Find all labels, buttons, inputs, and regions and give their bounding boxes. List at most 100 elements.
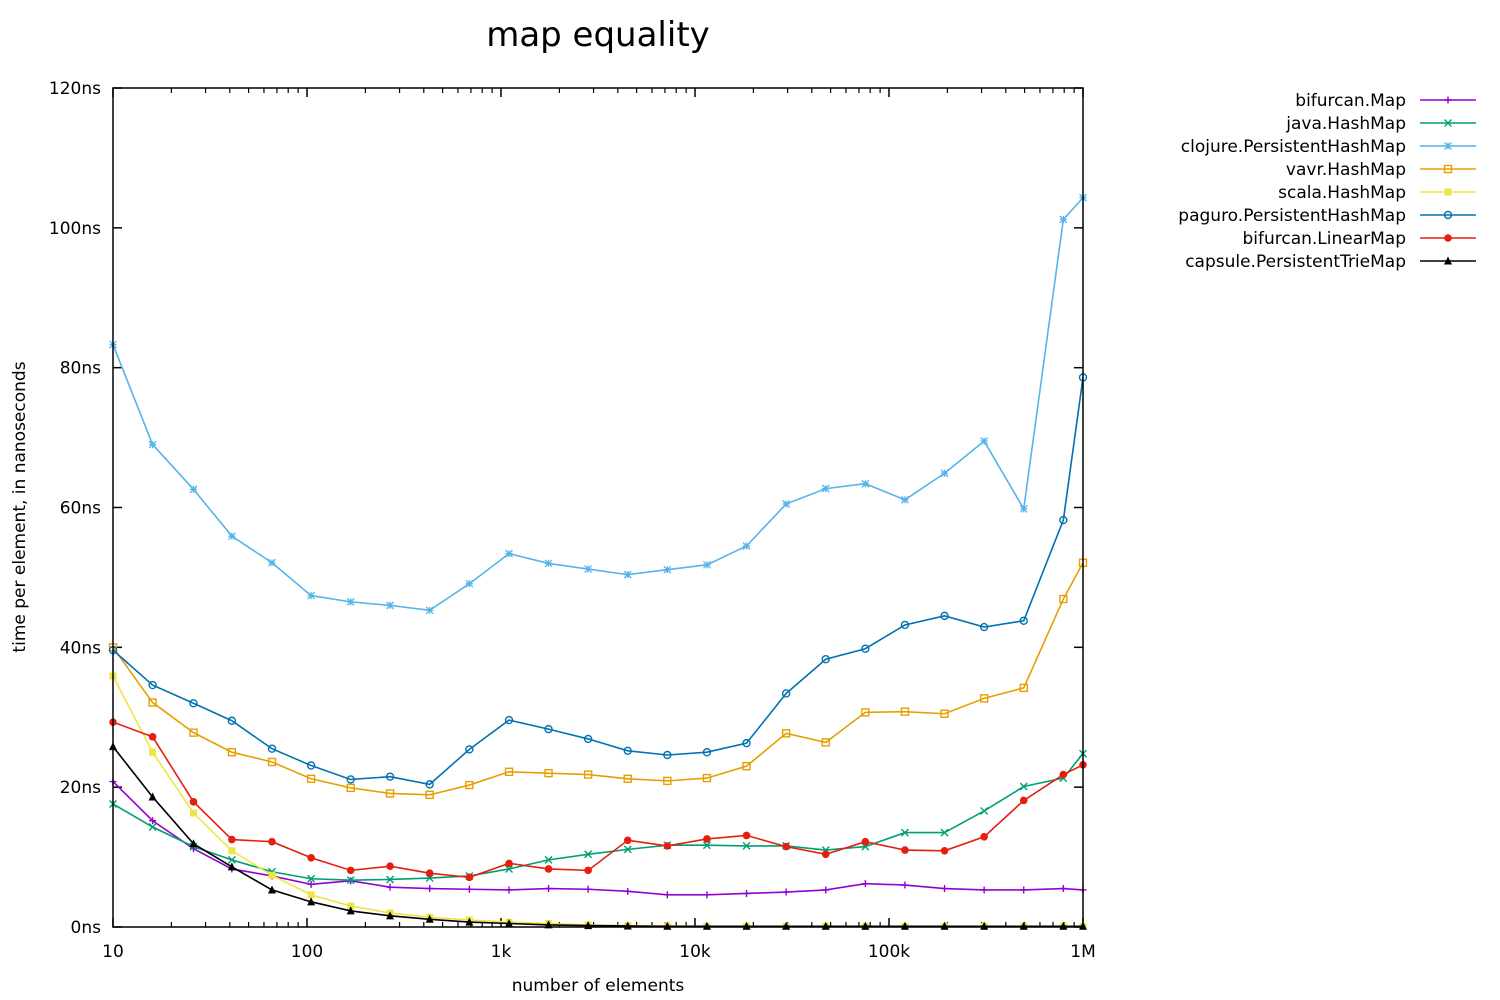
data-point bbox=[307, 880, 315, 888]
data-point bbox=[346, 597, 355, 606]
data-point bbox=[465, 917, 474, 926]
data-point bbox=[781, 729, 791, 738]
data-point bbox=[465, 579, 474, 588]
data-point bbox=[504, 715, 514, 725]
data-point bbox=[782, 888, 790, 896]
data-point bbox=[425, 914, 434, 923]
data-point bbox=[465, 873, 474, 882]
data-point bbox=[742, 738, 751, 748]
data-point bbox=[307, 591, 316, 600]
data-point bbox=[385, 772, 395, 781]
data-point bbox=[190, 809, 198, 817]
legend-marker bbox=[1444, 188, 1452, 196]
series-scala-hashmap bbox=[109, 672, 1087, 930]
data-point bbox=[623, 570, 632, 579]
data-point bbox=[623, 746, 632, 756]
data-point bbox=[544, 559, 553, 568]
data-point bbox=[386, 601, 395, 610]
data-point bbox=[782, 500, 791, 508]
data-point bbox=[940, 611, 949, 621]
data-point bbox=[504, 767, 514, 776]
series-line-clojure-persistenthashmap bbox=[112, 197, 1084, 612]
data-point bbox=[307, 874, 316, 883]
legend-label: java.HashMap bbox=[1285, 114, 1406, 134]
data-point bbox=[821, 484, 830, 493]
data-point bbox=[781, 689, 791, 698]
series-clojure-persistenthashmap bbox=[109, 193, 1087, 615]
data-point bbox=[267, 757, 277, 767]
data-point bbox=[861, 921, 870, 930]
x-tick-label: 100k bbox=[868, 942, 910, 962]
data-point bbox=[1019, 616, 1028, 625]
data-point bbox=[584, 565, 593, 573]
y-tick-label: 100ns bbox=[49, 219, 101, 239]
data-point bbox=[346, 906, 355, 915]
legend-item-java-hashmap: java.HashMap bbox=[1285, 114, 1476, 134]
data-point bbox=[1019, 683, 1028, 693]
data-point bbox=[821, 850, 830, 859]
data-point bbox=[465, 780, 474, 790]
legend-marker bbox=[1444, 234, 1452, 242]
data-point bbox=[307, 853, 315, 862]
data-point bbox=[583, 770, 593, 779]
data-point bbox=[940, 846, 949, 855]
data-point bbox=[940, 921, 949, 930]
x-tick-label: 1M bbox=[1070, 942, 1095, 962]
data-point bbox=[346, 775, 355, 784]
data-point bbox=[148, 792, 157, 801]
x-tick-label: 1k bbox=[491, 942, 512, 962]
data-point bbox=[941, 885, 949, 893]
data-point bbox=[1019, 796, 1028, 805]
data-point bbox=[347, 902, 355, 910]
data-point bbox=[979, 694, 989, 703]
legend-marker bbox=[1443, 164, 1453, 174]
data-point bbox=[346, 876, 355, 885]
legend-marker bbox=[1444, 256, 1452, 265]
data-point bbox=[623, 774, 632, 783]
axis-ticks bbox=[112, 87, 1084, 928]
data-point bbox=[545, 885, 553, 893]
data-point bbox=[1019, 921, 1028, 930]
data-point bbox=[1059, 770, 1068, 779]
data-point bbox=[702, 560, 711, 569]
legend-label: bifurcan.LinearMap bbox=[1242, 229, 1406, 249]
data-point bbox=[1019, 782, 1028, 791]
data-point bbox=[505, 886, 513, 894]
data-point bbox=[306, 761, 316, 770]
data-point bbox=[346, 866, 355, 875]
data-point bbox=[227, 532, 236, 541]
legend-item-clojure-persistenthashmap: clojure.PersistentHashMap bbox=[1181, 137, 1476, 157]
data-point bbox=[861, 837, 870, 846]
legend-label: vavr.HashMap bbox=[1286, 160, 1406, 180]
data-point bbox=[702, 748, 712, 757]
x-tick-label: 10k bbox=[679, 942, 711, 962]
data-point bbox=[505, 859, 513, 868]
data-point bbox=[1019, 504, 1028, 513]
legend-marker bbox=[1444, 142, 1452, 150]
y-tick-label: 120ns bbox=[49, 79, 101, 99]
data-point bbox=[189, 728, 198, 737]
data-point bbox=[584, 885, 592, 893]
series-vavr-hashmap bbox=[108, 558, 1088, 800]
data-point bbox=[189, 839, 198, 848]
data-point bbox=[940, 469, 949, 478]
data-point bbox=[742, 921, 751, 930]
data-point bbox=[227, 748, 237, 757]
data-point bbox=[742, 831, 751, 840]
data-point bbox=[505, 919, 514, 928]
data-point bbox=[782, 921, 791, 930]
chart-title: map equality bbox=[486, 15, 710, 55]
legend-item-paguro-persistenthashmap: paguro.PersistentHashMap bbox=[1178, 206, 1476, 226]
data-point bbox=[980, 921, 989, 930]
y-axis-title: time per element, in nanoseconds bbox=[10, 361, 30, 652]
data-point bbox=[623, 845, 632, 854]
data-point bbox=[861, 708, 870, 717]
data-point bbox=[583, 734, 593, 744]
data-point bbox=[900, 921, 909, 930]
legend-item-bifurcan-map: bifurcan.Map bbox=[1295, 91, 1476, 111]
data-point bbox=[979, 622, 989, 632]
legend-item-bifurcan-linearmap: bifurcan.LinearMap bbox=[1242, 229, 1476, 249]
data-point bbox=[702, 773, 712, 783]
data-point bbox=[901, 846, 909, 854]
data-point bbox=[940, 709, 949, 718]
